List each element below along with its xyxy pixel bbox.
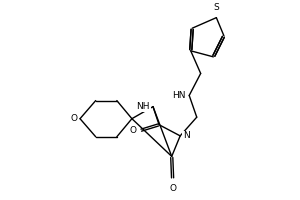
Text: HN: HN xyxy=(172,91,186,100)
Text: S: S xyxy=(214,3,219,12)
Text: N: N xyxy=(183,131,190,140)
Text: O: O xyxy=(169,184,176,193)
Text: O: O xyxy=(130,126,137,135)
Text: NH: NH xyxy=(136,102,150,111)
Text: O: O xyxy=(70,114,77,123)
